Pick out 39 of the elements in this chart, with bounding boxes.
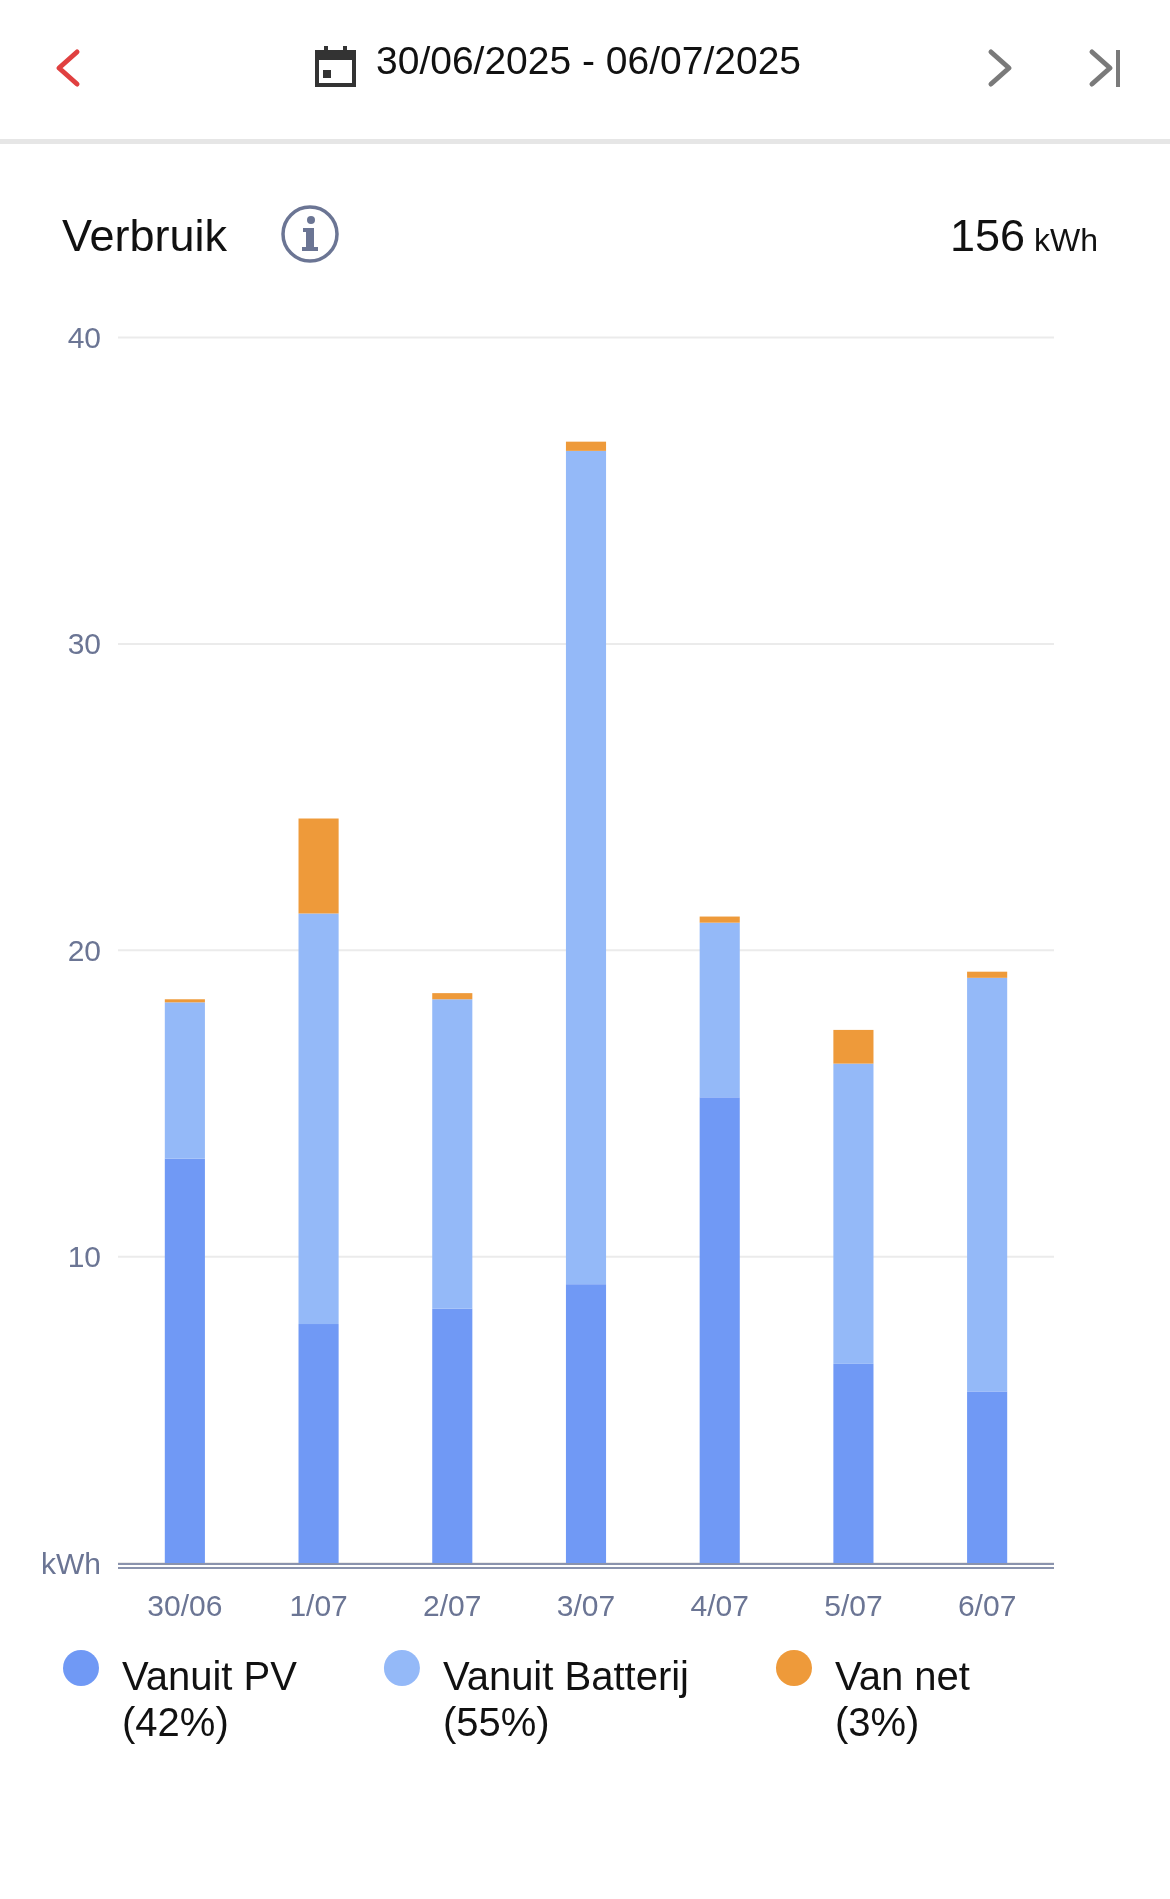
bar — [432, 1308, 473, 1563]
x-tick-label: 4/07 — [690, 1589, 749, 1622]
bar — [565, 450, 607, 1285]
x-tick-label: 3/07 — [556, 1589, 616, 1622]
bar — [967, 971, 1008, 978]
chart-title: Verbruik — [62, 210, 228, 261]
y-tick-label: 40 — [67, 321, 101, 354]
bar — [432, 993, 473, 1000]
legend-label: Vanuit PV (42%) — [122, 1654, 298, 1744]
y-tick-label: kWh — [41, 1546, 101, 1580]
legend-label: Vanuit Batterij (55%) — [442, 1654, 689, 1744]
x-tick-label: 30/06 — [147, 1589, 223, 1622]
bar — [699, 916, 740, 923]
y-tick-label: 30 — [67, 627, 101, 661]
x-tick-label: 1/07 — [289, 1589, 348, 1622]
bar — [565, 1284, 607, 1563]
x-tick-label: 6/07 — [957, 1589, 1017, 1622]
bar — [833, 1029, 874, 1064]
x-tick-label: 2/07 — [423, 1589, 482, 1622]
bar — [699, 1097, 740, 1563]
bar — [833, 1063, 874, 1364]
bar — [164, 1002, 205, 1159]
text: 156 kWh — [950, 210, 1098, 261]
bar — [298, 913, 339, 1325]
y-tick-label: 10 — [67, 1240, 101, 1274]
bar — [565, 441, 607, 451]
legend-label: Van net (3%) — [834, 1654, 970, 1744]
bar — [432, 999, 473, 1309]
bar — [967, 977, 1008, 1392]
text: 30/06/2025 - 06/07/2025 — [376, 39, 802, 82]
bar — [164, 999, 205, 1003]
bar — [298, 1324, 339, 1563]
bar — [164, 1158, 205, 1563]
y-tick-label: 20 — [67, 933, 101, 967]
bar — [298, 818, 339, 914]
bar — [833, 1363, 874, 1563]
bar — [967, 1391, 1008, 1563]
x-tick-label: 5/07 — [824, 1589, 883, 1622]
bar — [699, 922, 740, 1098]
